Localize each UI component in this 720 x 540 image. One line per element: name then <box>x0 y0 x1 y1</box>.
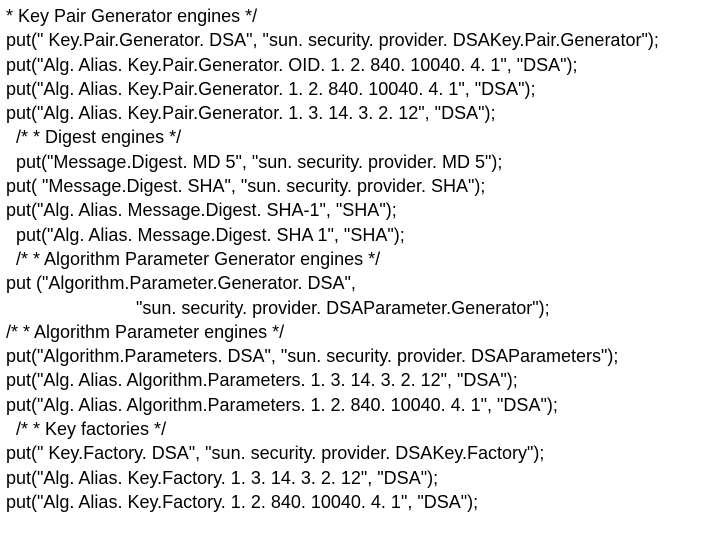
code-line: put ("Algorithm.Parameter.Generator. DSA… <box>6 271 714 295</box>
code-line: /* * Digest engines */ <box>6 125 714 149</box>
code-line: /* * Key factories */ <box>6 417 714 441</box>
code-line: put("Algorithm.Parameters. DSA", "sun. s… <box>6 344 714 368</box>
code-line: "sun. security. provider. DSAParameter.G… <box>6 296 714 320</box>
code-line: put("Alg. Alias. Message.Digest. SHA 1",… <box>6 223 714 247</box>
code-line: put("Alg. Alias. Key.Factory. 1. 3. 14. … <box>6 466 714 490</box>
code-line: /* * Algorithm Parameter Generator engin… <box>6 247 714 271</box>
code-line: put("Alg. Alias. Message.Digest. SHA-1",… <box>6 198 714 222</box>
code-line: put("Alg. Alias. Key.Pair.Generator. 1. … <box>6 77 714 101</box>
code-line: put("Alg. Alias. Key.Pair.Generator. OID… <box>6 53 714 77</box>
code-line: put("Alg. Alias. Algorithm.Parameters. 1… <box>6 393 714 417</box>
code-line: put("Alg. Alias. Key.Pair.Generator. 1. … <box>6 101 714 125</box>
code-line: put(" Key.Factory. DSA", "sun. security.… <box>6 441 714 465</box>
code-line: /* * Algorithm Parameter engines */ <box>6 320 714 344</box>
code-line: put(" Key.Pair.Generator. DSA", "sun. se… <box>6 28 714 52</box>
code-line: put("Message.Digest. MD 5", "sun. securi… <box>6 150 714 174</box>
code-line: * Key Pair Generator engines */ <box>6 4 714 28</box>
code-line: put("Alg. Alias. Key.Factory. 1. 2. 840.… <box>6 490 714 514</box>
code-line: put( "Message.Digest. SHA", "sun. securi… <box>6 174 714 198</box>
code-line: put("Alg. Alias. Algorithm.Parameters. 1… <box>6 368 714 392</box>
